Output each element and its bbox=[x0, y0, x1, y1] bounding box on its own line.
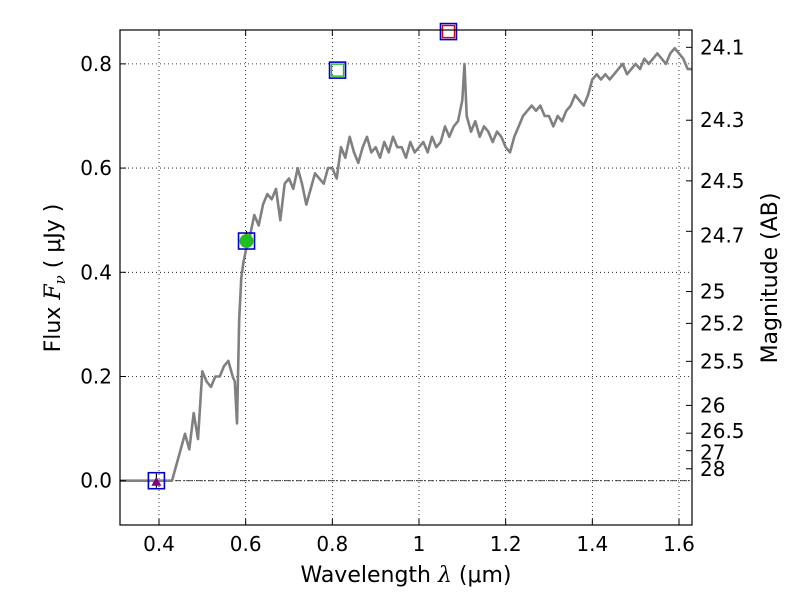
photometry-box bbox=[439, 22, 458, 41]
magnitude-tick-label: 27 bbox=[700, 441, 725, 465]
magnitude-tick-label: 24.5 bbox=[700, 169, 745, 193]
magnitude-tick-label: 24.3 bbox=[700, 108, 745, 132]
model-flux-marker bbox=[151, 476, 162, 486]
magnitude-tick-label: 26.5 bbox=[700, 419, 745, 443]
magnitude-tick-label: 25 bbox=[700, 280, 725, 304]
model-flux-marker bbox=[330, 63, 345, 77]
x-tick-label: 1.2 bbox=[490, 532, 522, 556]
y-axis-ticks: 0.0 0.2 0.4 0.6 0.8 bbox=[80, 52, 126, 493]
y-tick-label: 0.0 bbox=[80, 469, 112, 493]
magnitude-axis-title: Magnitude (AB) bbox=[758, 193, 783, 364]
x-tick-label: 1.6 bbox=[663, 532, 695, 556]
x-tick-label: 1 bbox=[413, 532, 426, 556]
x-tick-label: 0.6 bbox=[230, 532, 262, 556]
magnitude-tick-label: 24.1 bbox=[700, 35, 745, 59]
x-axis-ticks: 0.4 0.6 0.8 1 1.2 1.4 1.6 bbox=[143, 30, 695, 556]
x-tick-label: 0.4 bbox=[143, 532, 175, 556]
magnitude-tick-label: 26 bbox=[700, 393, 725, 417]
magnitude-tick-label: 25.5 bbox=[700, 349, 745, 373]
photometry-box bbox=[147, 471, 166, 490]
spectrum-line bbox=[120, 46, 692, 483]
magnitude-tick-label: 24.7 bbox=[700, 223, 745, 247]
model-flux-marker bbox=[239, 234, 254, 249]
x-tick-label: 1.4 bbox=[576, 532, 608, 556]
photometry-points bbox=[147, 22, 458, 490]
grid bbox=[120, 30, 692, 525]
x-tick-label: 0.8 bbox=[316, 532, 348, 556]
photometry-box bbox=[328, 61, 347, 79]
y-tick-label: 0.2 bbox=[80, 365, 112, 389]
plot-frame bbox=[119, 29, 693, 526]
magnitude-tick-label: 25.2 bbox=[700, 311, 745, 335]
magnitude-tick-label: 28 bbox=[700, 457, 725, 481]
x-axis-title: Wavelength λ (μm) bbox=[300, 563, 511, 588]
y-tick-label: 0.8 bbox=[80, 52, 112, 76]
y-tick-label: 0.4 bbox=[80, 260, 112, 284]
model-flux-marker bbox=[441, 24, 456, 39]
y-tick-label: 0.6 bbox=[80, 156, 112, 180]
spectrum-layer bbox=[120, 46, 692, 483]
y-axis-title: Flux Fν ( μJy ) bbox=[41, 204, 69, 353]
